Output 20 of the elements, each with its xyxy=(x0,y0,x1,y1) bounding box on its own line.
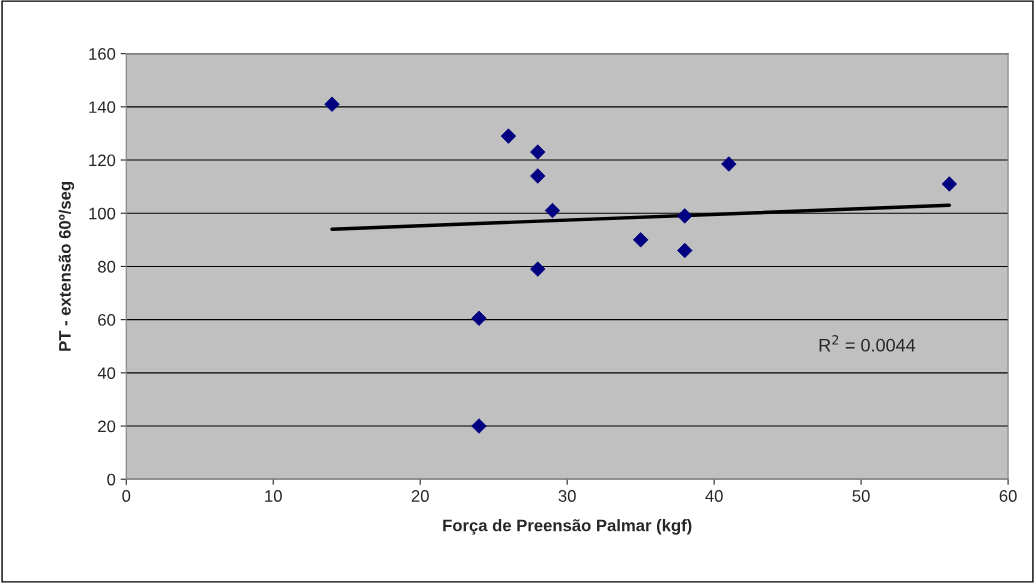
y-tick-label: 60 xyxy=(98,314,116,326)
y-tick-label: 120 xyxy=(89,154,116,167)
y-tick-label: 20 xyxy=(98,420,116,433)
y-tick-label: 80 xyxy=(98,260,116,273)
x-tick-label: 60 xyxy=(999,490,1017,502)
y-tick-label: 140 xyxy=(89,101,116,114)
x-axis-title: Força de Preensão Palmar (kgf) xyxy=(443,519,692,535)
y-tick-label: 160 xyxy=(89,48,116,60)
point xyxy=(530,144,546,160)
annotation: R$^{2}$ = 0.0044 xyxy=(819,335,916,352)
y-tick-label: 0 xyxy=(107,473,116,486)
x-tick-label: 0 xyxy=(122,490,131,502)
x-tick-label: 10 xyxy=(265,490,282,502)
y-axis-title: PT - extensão 60º/seg xyxy=(58,182,75,351)
x-tick-label: 40 xyxy=(705,490,723,502)
y-tick-label: 40 xyxy=(97,367,116,380)
x-tick-label: 50 xyxy=(852,490,870,502)
y-tick-label: 100 xyxy=(89,207,116,220)
x-tick-label: 30 xyxy=(558,490,576,502)
x-tick-label: 20 xyxy=(411,490,429,502)
